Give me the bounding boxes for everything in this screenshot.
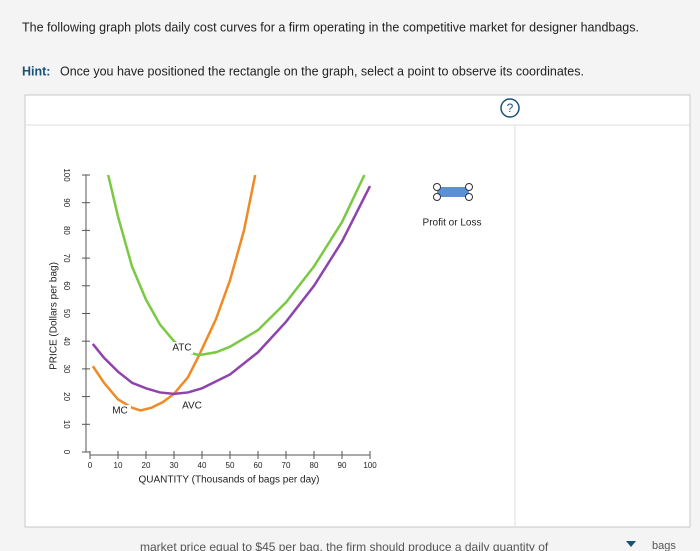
x-tick-label: 20	[142, 461, 151, 470]
handle[interactable]	[433, 183, 441, 191]
x-tick-label: 90	[338, 461, 347, 470]
curve	[91, 185, 372, 396]
x-tick-label: 60	[254, 461, 263, 470]
y-tick-label: 10	[62, 420, 71, 429]
x-tick-label: 70	[282, 461, 291, 470]
x-tick-label: 10	[114, 461, 123, 470]
dropdown-arrow[interactable]	[626, 541, 636, 547]
x-tick-label: 40	[198, 461, 207, 470]
x-tick-label: 0	[88, 461, 93, 470]
x-tick-label: 80	[310, 461, 319, 470]
curve	[91, 174, 257, 412]
legend-label: Profit or Loss	[423, 218, 482, 229]
x-axis-label: QUANTITY (Thousands of bags per day)	[138, 475, 319, 486]
curve-label: AVC	[182, 401, 202, 412]
y-tick-label: 70	[62, 254, 71, 263]
curve-label-bg	[109, 405, 131, 417]
curve-label: MC	[112, 406, 128, 417]
y-tick-label: 20	[62, 392, 71, 401]
hint: Once you have positioned the rectangle o…	[60, 64, 584, 78]
curve-label-bg	[181, 400, 203, 412]
bottom-text: market price equal to $45 per bag, the f…	[140, 540, 549, 551]
hint-label: Hint:	[22, 64, 50, 78]
y-tick-label: 100	[62, 168, 71, 182]
y-tick-label: 0	[62, 450, 71, 455]
question: The following graph plots daily cost cur…	[22, 20, 639, 34]
bottom-unit: bags	[652, 540, 676, 551]
y-tick-label: 80	[62, 226, 71, 235]
handle[interactable]	[465, 183, 473, 191]
y-axis-label: PRICE (Dollars per bag)	[49, 262, 60, 370]
y-tick-label: 90	[62, 198, 71, 207]
help-text[interactable]: ?	[507, 101, 514, 115]
x-tick-label: 100	[363, 461, 377, 470]
x-tick-label: 50	[226, 461, 235, 470]
plot: 0 10 20 30 40 50 60 70 80 90 100 0 10 20 30 40 50 60 70 80 9…	[62, 168, 377, 470]
handle[interactable]	[465, 193, 473, 201]
y-tick-label: 60	[62, 281, 71, 290]
y-tick-label: 50	[62, 309, 71, 318]
help-button[interactable]	[500, 98, 520, 118]
legend-tool[interactable]	[433, 183, 473, 201]
y-tick-label: 30	[62, 364, 71, 373]
x-tick-label: 30	[170, 461, 179, 470]
graph-panel	[24, 94, 691, 528]
curve	[106, 174, 366, 357]
rect-icon[interactable]	[437, 187, 469, 197]
y-tick-label: 40	[62, 337, 71, 346]
curve-label: ATC	[172, 343, 191, 354]
handle[interactable]	[433, 193, 441, 201]
curve-label-bg	[171, 342, 193, 354]
